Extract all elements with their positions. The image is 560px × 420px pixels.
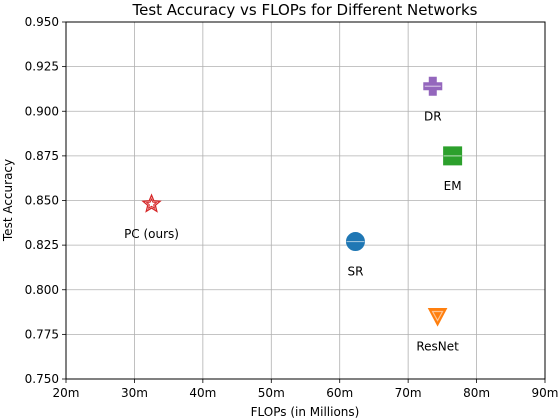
x-tick-label: 70m	[395, 386, 422, 400]
y-tick-label: 0.950	[25, 15, 59, 29]
x-tick-label: 80m	[463, 386, 490, 400]
point-label-pc-ours: PC (ours)	[124, 227, 179, 241]
y-axis-label: Test Accuracy	[1, 159, 15, 242]
y-axis-ticks: 0.750 0.775 0.800 0.825 0.850 0.875 0.900 0.925…	[25, 15, 66, 386]
y-tick-label: 0.750	[25, 372, 59, 386]
x-tick-label: 20m	[53, 386, 80, 400]
point-label-resnet: ResNet	[416, 340, 459, 354]
point-label-em: EM	[444, 179, 462, 193]
data-points: PC (ours) SR ResNet DR EM	[124, 76, 463, 354]
y-tick-label: 0.800	[25, 283, 59, 297]
point-dr: DR	[423, 76, 443, 123]
y-tick-label: 0.875	[25, 149, 59, 163]
chart-title: Test Accuracy vs FLOPs for Different Net…	[132, 1, 478, 19]
point-pc-ours: PC (ours)	[124, 193, 179, 241]
x-tick-label: 50m	[258, 386, 285, 400]
x-tick-label: 60m	[326, 386, 353, 400]
x-axis-ticks: 20m 30m 40m 50m 60m 70m 80m 90m	[53, 379, 559, 400]
point-em: EM	[443, 146, 463, 193]
y-tick-label: 0.900	[25, 104, 59, 118]
x-tick-label: 30m	[121, 386, 148, 400]
x-axis-label: FLOPs (in Millions)	[251, 405, 360, 419]
grid	[65, 21, 546, 380]
point-sr: SR	[345, 232, 365, 279]
point-resnet: ResNet	[416, 308, 459, 354]
x-tick-label: 40m	[189, 386, 216, 400]
x-tick-label: 90m	[532, 386, 559, 400]
point-label-dr: DR	[424, 109, 442, 123]
y-tick-label: 0.825	[25, 238, 59, 252]
point-label-sr: SR	[347, 265, 363, 279]
y-tick-label: 0.850	[25, 194, 59, 208]
y-tick-label: 0.775	[25, 327, 59, 341]
triangle-marker-inner	[431, 310, 444, 322]
y-tick-label: 0.925	[25, 60, 59, 74]
star-marker-inner	[145, 197, 158, 210]
star-marker	[141, 193, 162, 213]
